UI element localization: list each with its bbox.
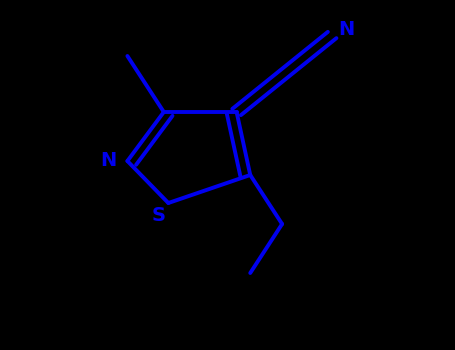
Text: N: N	[339, 20, 355, 38]
Text: N: N	[100, 152, 116, 170]
Text: S: S	[152, 206, 165, 225]
